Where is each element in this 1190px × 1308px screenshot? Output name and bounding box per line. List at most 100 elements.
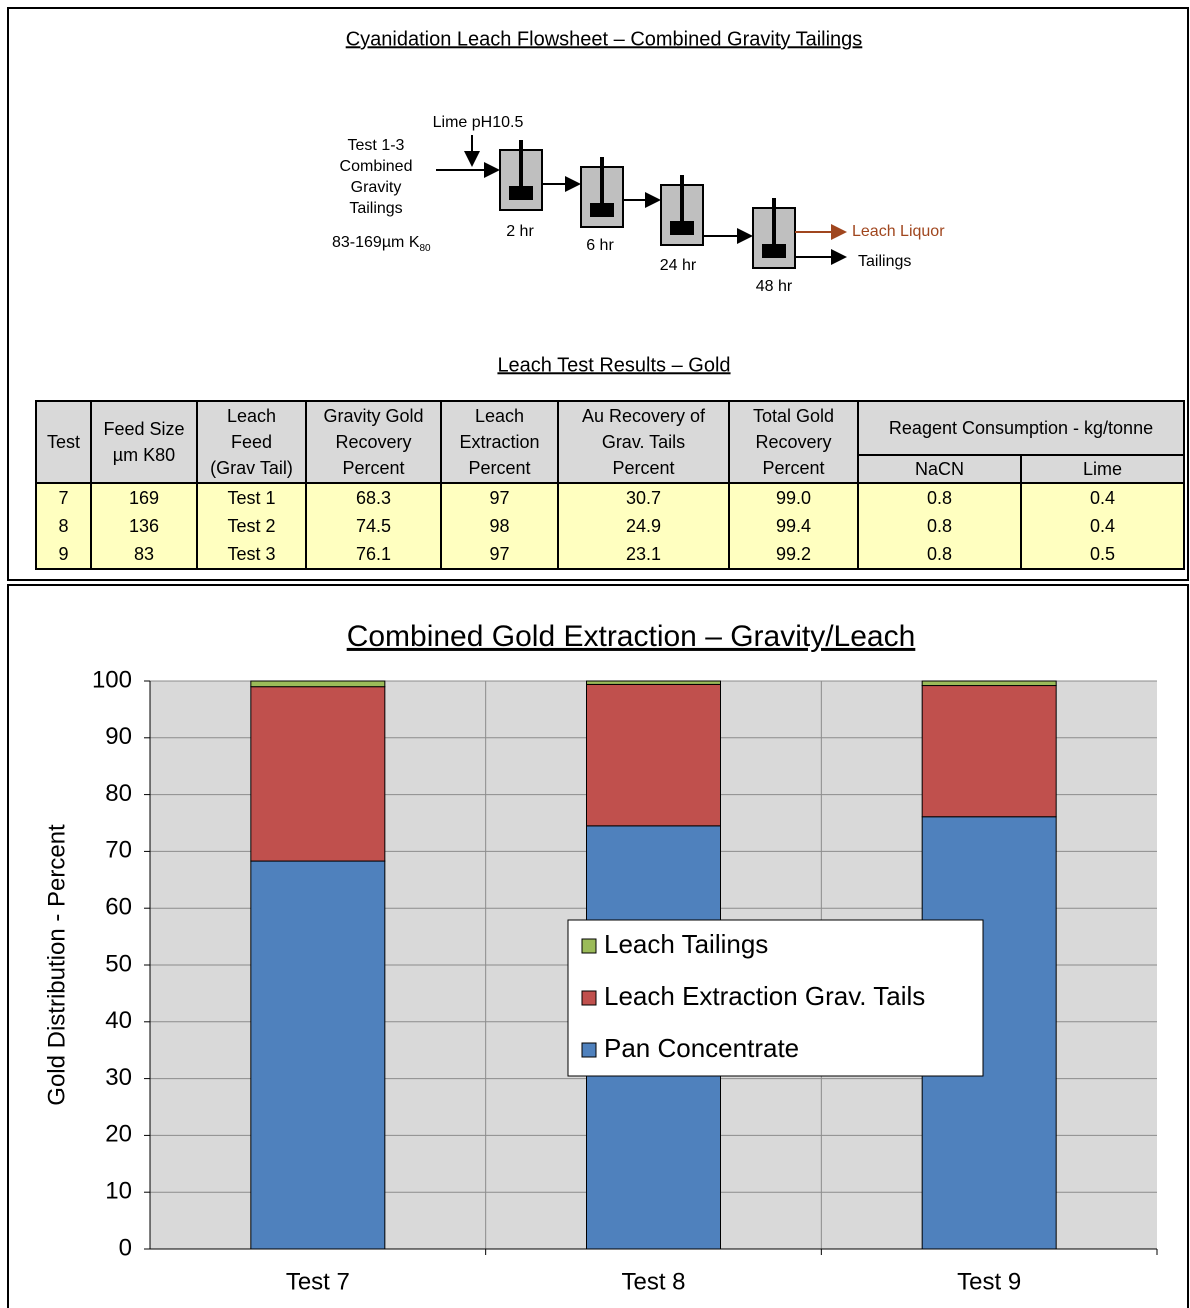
data-cell: 0.8	[857, 483, 1022, 512]
feed-line: Test 1-3	[348, 137, 405, 154]
cell-text: Test 2	[227, 516, 276, 536]
tank-time: 2 hr	[506, 223, 534, 240]
data-cell: 74.5	[305, 512, 442, 540]
cell-text: Leach	[474, 406, 525, 426]
legend-swatch	[581, 1042, 597, 1058]
cell-text: 0.4	[1089, 516, 1116, 536]
data-cell: 0.5	[1019, 540, 1186, 570]
cell-text: 8	[58, 516, 69, 536]
header-cell: Leach Extraction Percent	[440, 400, 559, 484]
agitator-blade	[670, 221, 694, 235]
cell-text: 76.1	[355, 544, 392, 564]
cell-text: Extraction	[459, 432, 540, 452]
bar-segment	[250, 680, 386, 688]
bar-segment	[586, 680, 721, 685]
chart-title: Combined Gold Extraction – Gravity/Leach	[347, 620, 916, 653]
cell-text: 83	[133, 544, 155, 564]
data-cell: 23.1	[557, 540, 730, 570]
tank-time: 48 hr	[756, 278, 793, 295]
cell-text: Au Recovery of	[581, 406, 706, 426]
data-cell: 0.8	[857, 540, 1022, 570]
output: Leach Liquor	[852, 223, 945, 240]
y-tick-label: 0	[119, 1234, 132, 1261]
legend-swatch	[581, 990, 597, 1006]
cell-text: 0.5	[1089, 544, 1116, 564]
cell-text: 23.1	[625, 544, 662, 564]
y-tick-label: 30	[105, 1064, 132, 1091]
cell-text: Test	[46, 432, 80, 452]
header-cell: Feed Size µm K80	[90, 400, 198, 484]
data-cell: 0.8	[857, 512, 1022, 540]
cell-text: 24.9	[625, 516, 662, 536]
agitator-blade	[590, 203, 614, 217]
group-header: Reagent Consumption - kg/tonne	[856, 400, 1186, 456]
data-cell: 9	[35, 540, 92, 570]
data-cell: 98	[440, 512, 559, 540]
cell-text: µm K80	[112, 445, 176, 465]
cell-text: Percent	[762, 458, 825, 478]
bar-segment	[250, 860, 386, 1250]
data-cell: 169	[90, 483, 198, 512]
cell-text: 99.4	[775, 516, 812, 536]
bar-segment	[586, 683, 721, 827]
legend-swatch	[581, 938, 597, 954]
agitator-blade	[762, 244, 786, 258]
data-cell: 0.4	[1019, 512, 1186, 540]
x-tick-label: Test 7	[286, 1268, 350, 1295]
y-tick-label: 90	[105, 723, 132, 750]
data-cell: 68.3	[305, 483, 442, 512]
cell-text: 97	[489, 488, 510, 508]
cell-text: 169	[128, 488, 160, 508]
y-tick-label: 50	[105, 950, 132, 977]
cell-text: 0.8	[926, 544, 953, 564]
chart-panel	[7, 584, 1189, 1308]
data-cell: 97	[440, 540, 559, 570]
header-cell: Total Gold Recovery Percent	[728, 400, 859, 484]
cell-text: 0.8	[926, 516, 953, 536]
cell-text: Reagent Consumption - kg/tonne	[888, 418, 1154, 438]
table-title: Leach Test Results – Gold	[497, 354, 730, 376]
output: Tailings	[858, 253, 911, 270]
sub-header: Lime	[1019, 454, 1186, 484]
cell-text: Test 1	[227, 488, 276, 508]
cell-text: Recovery	[755, 432, 832, 452]
cell-text: 99.2	[775, 544, 812, 564]
header-cell: Au Recovery of Grav. Tails Percent	[557, 400, 730, 484]
sub-header: NaCN	[857, 454, 1022, 484]
bar-segment	[250, 686, 386, 862]
cell-text: Feed Size	[103, 419, 185, 439]
tank-time: 24 hr	[660, 257, 697, 274]
data-cell: 76.1	[305, 540, 442, 570]
cell-text: 97	[489, 544, 510, 564]
y-tick-label: 70	[105, 837, 132, 864]
feed-size: 83-169µm K80	[332, 234, 431, 253]
cell-text: (Grav Tail)	[210, 458, 293, 478]
feed-line: Combined	[340, 158, 413, 175]
top-panel	[7, 7, 1189, 581]
legend-label: Leach Tailings	[604, 929, 768, 959]
cell-text: 136	[128, 516, 160, 536]
cell-text: 9	[58, 544, 69, 564]
y-tick-label: 40	[105, 1007, 132, 1034]
data-cell: 97	[440, 483, 559, 512]
y-tick-label: 80	[105, 780, 132, 807]
feed-size-text: 83-169µm K	[332, 234, 420, 251]
data-cell: 0.4	[1019, 483, 1186, 512]
y-axis-label: Gold Distribution - Percent	[43, 824, 70, 1106]
data-cell: Test 3	[196, 540, 307, 570]
reagent: Lime pH10.5	[433, 114, 524, 131]
cell-text: NaCN	[914, 459, 964, 479]
cell-text: 74.5	[355, 516, 392, 536]
cell-text: 68.3	[355, 488, 392, 508]
feed-size-sub: 80	[419, 243, 431, 254]
cell-text: Leach	[226, 406, 277, 426]
cell-text: Gravity Gold	[323, 406, 424, 426]
tank-time: 6 hr	[586, 237, 614, 254]
agitator-blade	[509, 186, 533, 200]
cell-text: Test 3	[227, 544, 276, 564]
flowsheet-title: Cyanidation Leach Flowsheet – Combined G…	[346, 28, 863, 50]
data-cell: 7	[35, 483, 92, 512]
cell-text: 99.0	[775, 488, 812, 508]
